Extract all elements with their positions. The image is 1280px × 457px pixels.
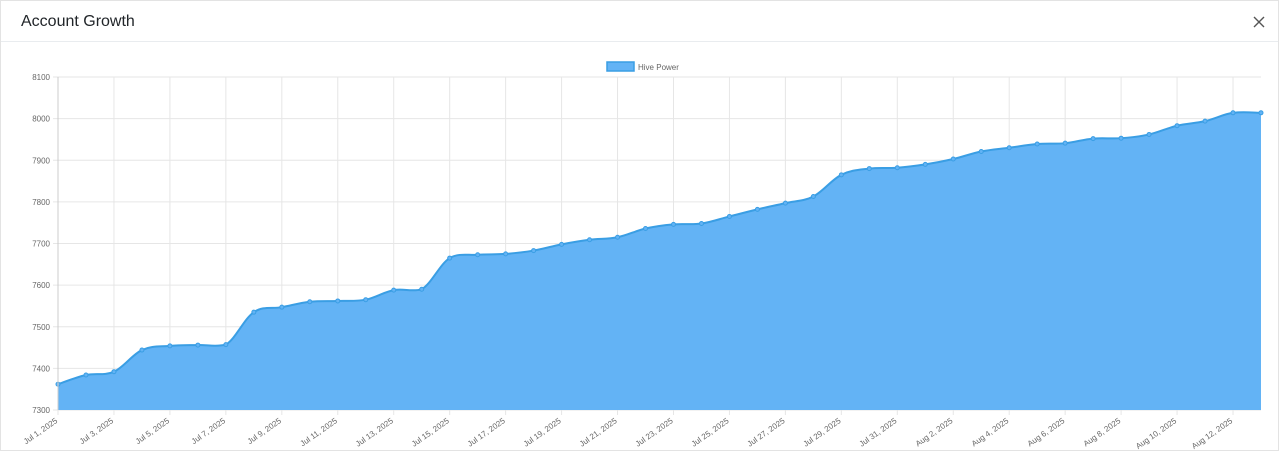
data-point — [335, 298, 341, 304]
data-point — [503, 251, 509, 257]
x-tick-label: Aug 4, 2025 — [970, 416, 1011, 448]
x-tick-label: Jul 9, 2025 — [246, 416, 284, 446]
series-area — [58, 112, 1261, 411]
close-button[interactable] — [1248, 11, 1270, 33]
data-point — [615, 234, 621, 240]
y-tick-label: 8000 — [32, 115, 50, 124]
data-point — [251, 309, 257, 315]
x-tick-label: Jul 17, 2025 — [466, 416, 507, 449]
area-layer — [57, 111, 1262, 411]
data-point — [83, 372, 89, 378]
data-point — [1174, 123, 1180, 129]
data-point — [1146, 131, 1152, 137]
data-point — [363, 297, 369, 303]
data-point — [782, 200, 788, 206]
y-tick-label: 7800 — [32, 198, 50, 207]
x-tick-label: Jul 13, 2025 — [354, 416, 395, 449]
x-tick-label: Jul 31, 2025 — [858, 416, 899, 449]
data-point — [726, 213, 732, 219]
data-point — [475, 252, 481, 258]
chart-legend[interactable]: Hive Power — [606, 61, 679, 72]
data-point — [223, 342, 229, 348]
y-tick-label: 7500 — [32, 323, 50, 332]
data-point — [1034, 141, 1040, 147]
data-point — [1118, 135, 1124, 141]
x-tick-label: Jul 11, 2025 — [299, 416, 340, 448]
data-point — [922, 161, 928, 167]
data-point — [810, 193, 816, 199]
legend-swatch — [606, 61, 635, 72]
x-tick-label: Jul 3, 2025 — [78, 416, 116, 446]
y-tick-label: 7600 — [32, 281, 50, 290]
data-point — [307, 299, 313, 305]
y-tick-label: 8100 — [32, 73, 50, 82]
y-tick-label: 7400 — [32, 364, 50, 373]
modal-title: Account Growth — [21, 13, 135, 30]
data-point — [754, 206, 760, 212]
x-tick-label: Jul 5, 2025 — [134, 416, 172, 446]
data-point — [838, 172, 844, 178]
x-tick-label: Jul 27, 2025 — [746, 416, 787, 449]
y-tick-label: 7300 — [32, 406, 50, 415]
data-point — [279, 304, 285, 310]
x-tick-label: Jul 25, 2025 — [690, 416, 731, 449]
data-point — [587, 237, 593, 243]
data-point — [950, 156, 956, 162]
data-point — [419, 286, 425, 292]
data-point — [1006, 145, 1012, 151]
data-point — [195, 342, 201, 348]
x-tick-label: Aug 6, 2025 — [1026, 416, 1067, 448]
data-point — [111, 369, 117, 375]
data-point — [1230, 110, 1236, 116]
y-tick-label: 7900 — [32, 156, 50, 165]
data-point — [167, 343, 173, 349]
data-point — [531, 248, 537, 254]
data-point — [978, 149, 984, 155]
data-point — [391, 287, 397, 293]
x-tick-label: Jul 29, 2025 — [802, 416, 843, 449]
data-point — [1090, 136, 1096, 142]
x-tick-label: Jul 1, 2025 — [22, 416, 60, 446]
x-tick-label: Aug 8, 2025 — [1082, 416, 1123, 448]
modal-header: Account Growth — [1, 1, 1278, 42]
x-tick-label: Jul 7, 2025 — [190, 416, 228, 446]
x-tick-label: Jul 15, 2025 — [410, 416, 451, 449]
data-point — [559, 241, 565, 247]
x-axis: Jul 1, 2025 Jul 3, 2025 Jul 5, 2025 Jul 7, … — [22, 416, 1235, 451]
legend-label: Hive Power — [638, 63, 679, 72]
y-axis: 7300 7400 7500 7600 7700 7800 7900 8000 8100 — [32, 73, 59, 415]
x-tick-label: Aug 2, 2025 — [914, 416, 955, 448]
points-layer — [55, 110, 1264, 387]
hive-power-chart: 7300 7400 7500 7600 7700 7800 7900 8000 8100 Jul… — [22, 61, 1264, 451]
y-tick-label: 7700 — [32, 240, 50, 249]
data-point — [866, 166, 872, 172]
data-point — [1062, 140, 1068, 146]
chart-container: 7300 7400 7500 7600 7700 7800 7900 8000 8100 Jul… — [1, 43, 1280, 452]
data-point — [643, 226, 649, 232]
x-tick-label: Aug 12, 2025 — [1190, 416, 1235, 451]
data-point — [670, 221, 676, 227]
data-point — [447, 255, 453, 261]
data-point — [1202, 118, 1208, 124]
x-tick-label: Jul 21, 2025 — [578, 416, 619, 449]
data-point — [1258, 110, 1264, 116]
close-icon — [1253, 16, 1265, 28]
data-point — [698, 221, 704, 227]
x-tick-label: Aug 10, 2025 — [1134, 416, 1179, 451]
data-point — [139, 347, 145, 353]
x-tick-label: Jul 19, 2025 — [522, 416, 563, 449]
data-point — [894, 165, 900, 171]
x-tick-label: Jul 23, 2025 — [634, 416, 675, 449]
